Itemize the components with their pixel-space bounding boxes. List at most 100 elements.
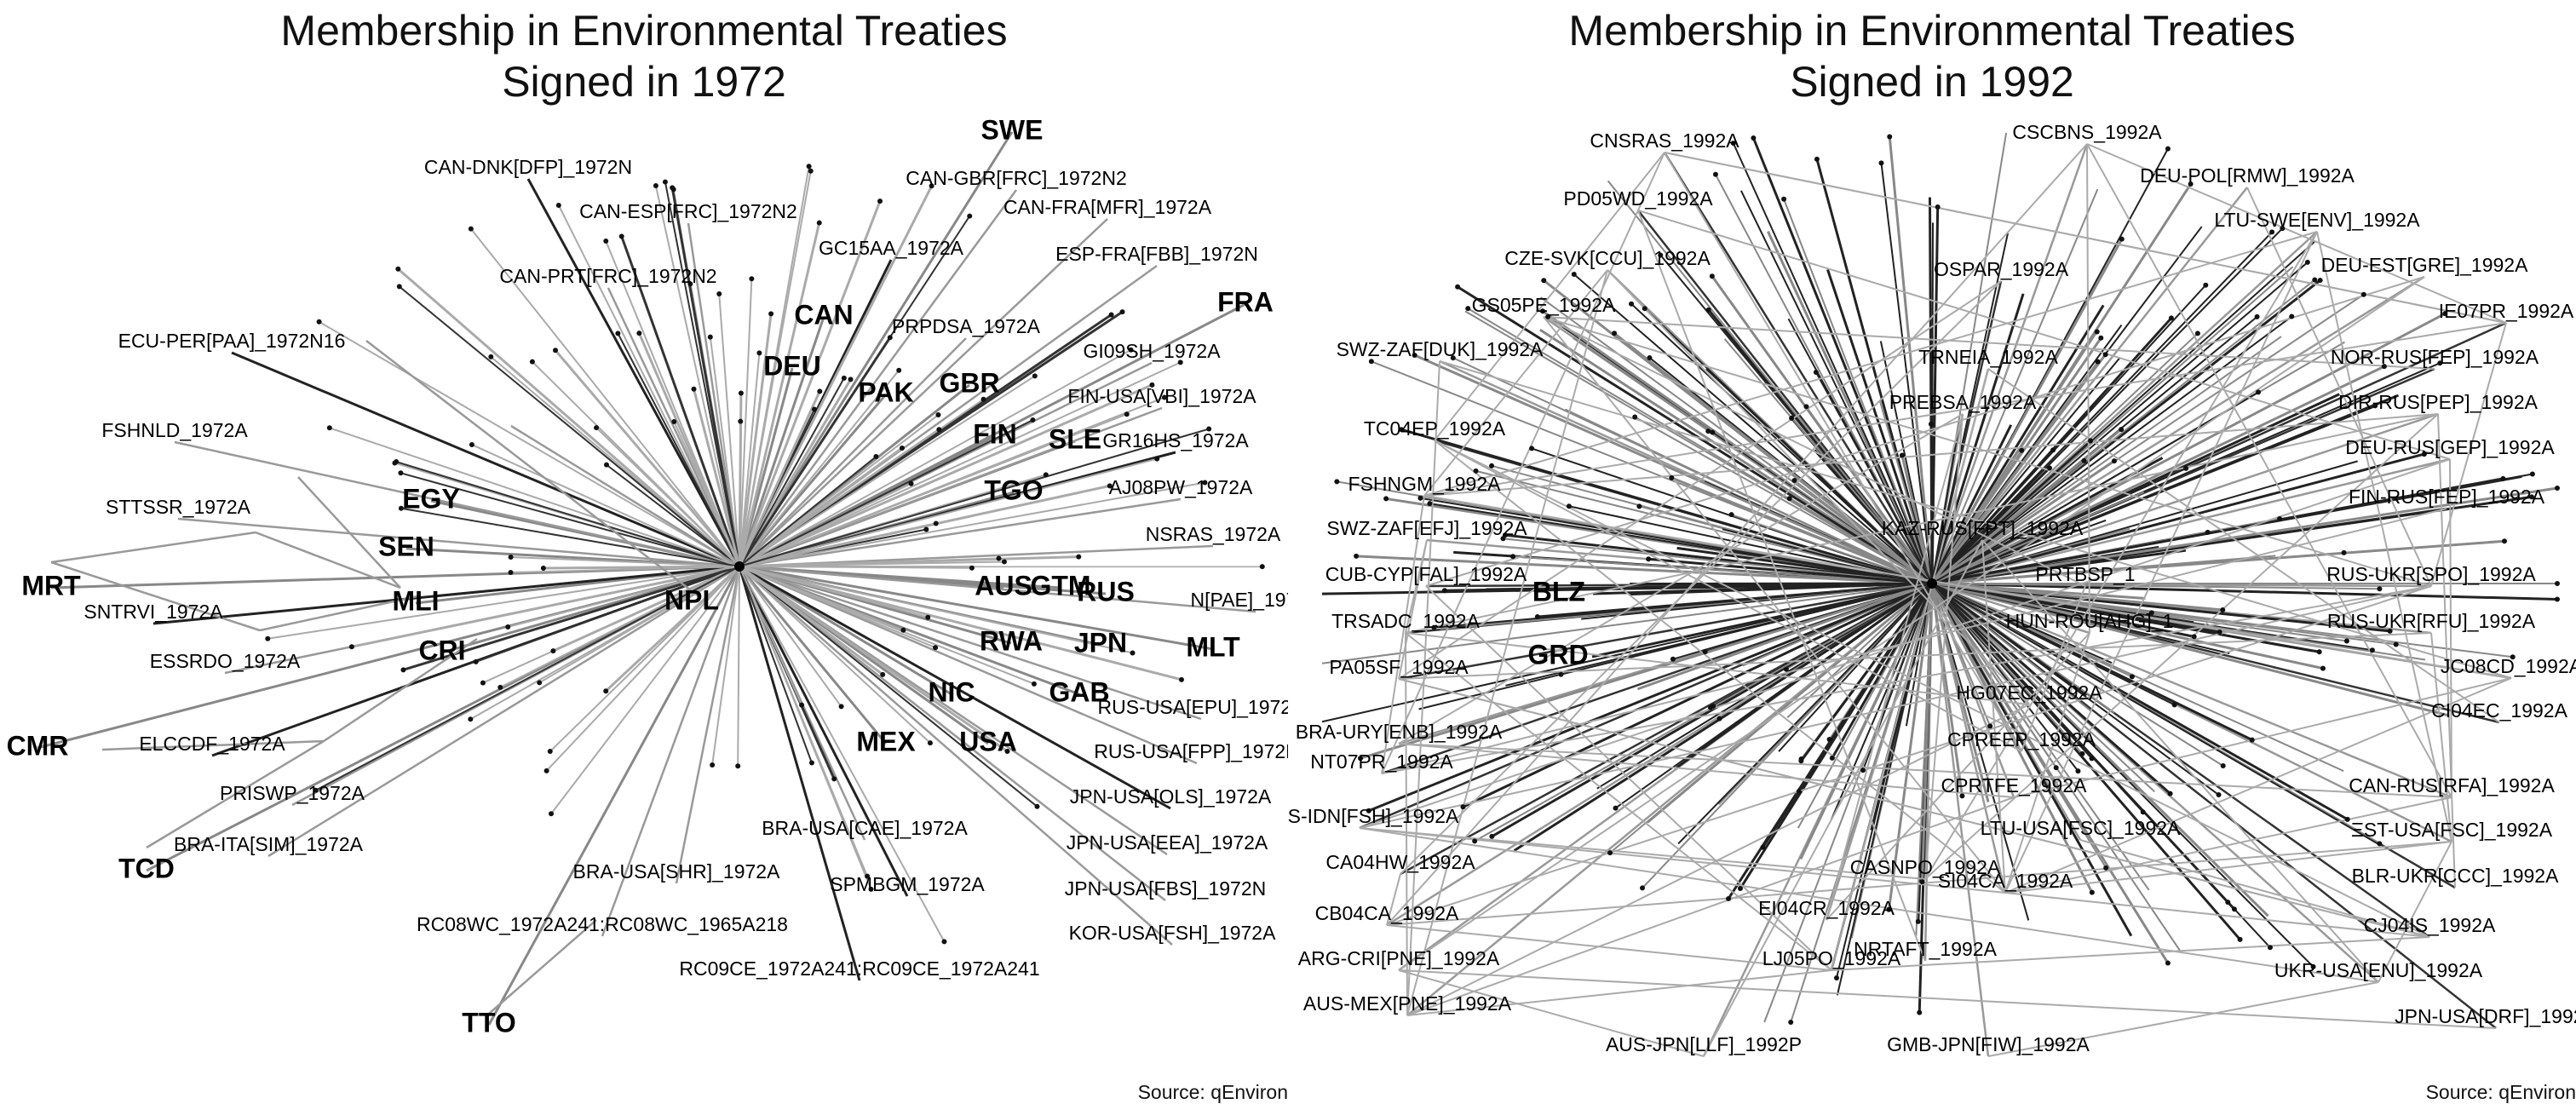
network-node (1716, 716, 1722, 722)
network-edge (1321, 583, 1933, 664)
country-node-label: GAB (1049, 676, 1109, 707)
network-node (1032, 373, 1038, 379)
network-edge (2437, 413, 2456, 888)
network-node (2312, 277, 2318, 283)
network-node (1919, 879, 1925, 885)
treaty-node-label: HUN-ROU[AHG]_1 (2006, 610, 2174, 632)
network-node (636, 331, 642, 336)
network-node (1489, 463, 1495, 469)
network-node (1128, 347, 1134, 353)
country-node-label: GBR (939, 367, 999, 398)
network-edge (1418, 583, 1933, 710)
network-node (2205, 529, 2211, 535)
network-edge (1931, 583, 2271, 948)
country-node-label: MLI (392, 585, 439, 616)
network-node (2111, 458, 2117, 464)
network-edge (267, 565, 740, 858)
treaty-node-label: ESSRDO_1972A (150, 650, 301, 672)
edges-1972 (37, 131, 1262, 1026)
treaty-node-label: HG07EC_1992A (1956, 681, 2102, 704)
network-node (2369, 647, 2375, 653)
network-edge (1888, 136, 1934, 584)
network-edge (397, 267, 740, 568)
network-node (2089, 889, 2095, 895)
network-node (2119, 236, 2125, 242)
network-edge (2004, 892, 2430, 938)
network-node (1886, 906, 1892, 912)
network-node (2098, 335, 2104, 341)
network-node (936, 427, 942, 433)
treaty-node-label: STTSSR_1972A (106, 496, 251, 518)
network-edge (1830, 583, 1933, 820)
network-node (1788, 1020, 1794, 1025)
network-node (1431, 624, 1437, 630)
treaty-node-label: CB04CA_1992A (1315, 902, 1459, 924)
network-node (2555, 580, 2560, 586)
treaty-node-label: PRISWP_1972A (220, 782, 365, 804)
network-edge (1664, 152, 2507, 324)
network-node (1712, 171, 1718, 177)
network-node (2225, 900, 2231, 906)
country-node-label: EGY (402, 483, 460, 514)
network-edge (1423, 231, 2318, 497)
network-edge (739, 348, 1132, 567)
network-node (2280, 226, 2286, 232)
network-node (1726, 896, 1732, 902)
network-edge (1930, 354, 2107, 584)
network-edge (1398, 276, 2425, 971)
network-node (2148, 610, 2154, 616)
network-node (348, 644, 354, 650)
treaty-node-label: FIN-USA[VBI]_1972A (1067, 385, 1256, 407)
treaty-node-label: CAN-PRT[FRC]_1972N2 (499, 265, 716, 287)
network-node (1034, 803, 1040, 809)
network-edge (739, 279, 753, 567)
network-node (2102, 352, 2108, 358)
network-edge (738, 313, 773, 567)
network-edge (550, 566, 740, 814)
network-edge (1931, 474, 2522, 585)
network-edge (617, 332, 740, 567)
network-node (1368, 359, 1374, 365)
network-edge (1359, 585, 2432, 829)
network-node (738, 418, 744, 424)
network-edge (1799, 583, 1934, 860)
network-edge (1931, 440, 2091, 584)
network-node (1412, 352, 1417, 358)
network-edge (1359, 827, 2379, 983)
treaty-node-label: RUS-UKR[RFU]_1992A (2327, 610, 2536, 632)
network-edge (739, 565, 1198, 765)
network-node (1629, 301, 1635, 307)
network-node (2529, 471, 2535, 477)
network-node (594, 425, 600, 431)
network-node (1813, 369, 1819, 375)
network-edge (601, 566, 741, 937)
network-edge (510, 566, 740, 574)
network-edge (1930, 293, 2025, 584)
country-node-label: SLE (1049, 423, 1101, 454)
network-edge (1613, 332, 1933, 585)
network-node (2047, 465, 2053, 471)
country-node-label: TCD (118, 853, 175, 883)
network-edge (1931, 583, 2150, 891)
chart-title-1972: Membership in Environmental Treaties Sig… (0, 5, 1288, 107)
network-edge (1360, 582, 1933, 760)
network-edge (1924, 413, 2439, 880)
network-node (2079, 750, 2085, 756)
network-edge (2086, 143, 2090, 634)
network-edge (50, 531, 256, 564)
network-node (603, 462, 609, 468)
network-node (553, 348, 559, 354)
network-edge (1359, 827, 1926, 880)
network-node (1791, 478, 1797, 484)
network-edge (1659, 254, 1933, 584)
network-edge (1800, 583, 1934, 762)
network-edge (738, 316, 825, 567)
network-node (603, 238, 609, 244)
network-node (1783, 666, 1789, 672)
country-node-label: USA (959, 726, 1017, 756)
network-node (1760, 844, 1766, 850)
network-edge (1405, 632, 1832, 971)
network-edge (1400, 280, 2002, 875)
network-node (1709, 273, 1715, 279)
